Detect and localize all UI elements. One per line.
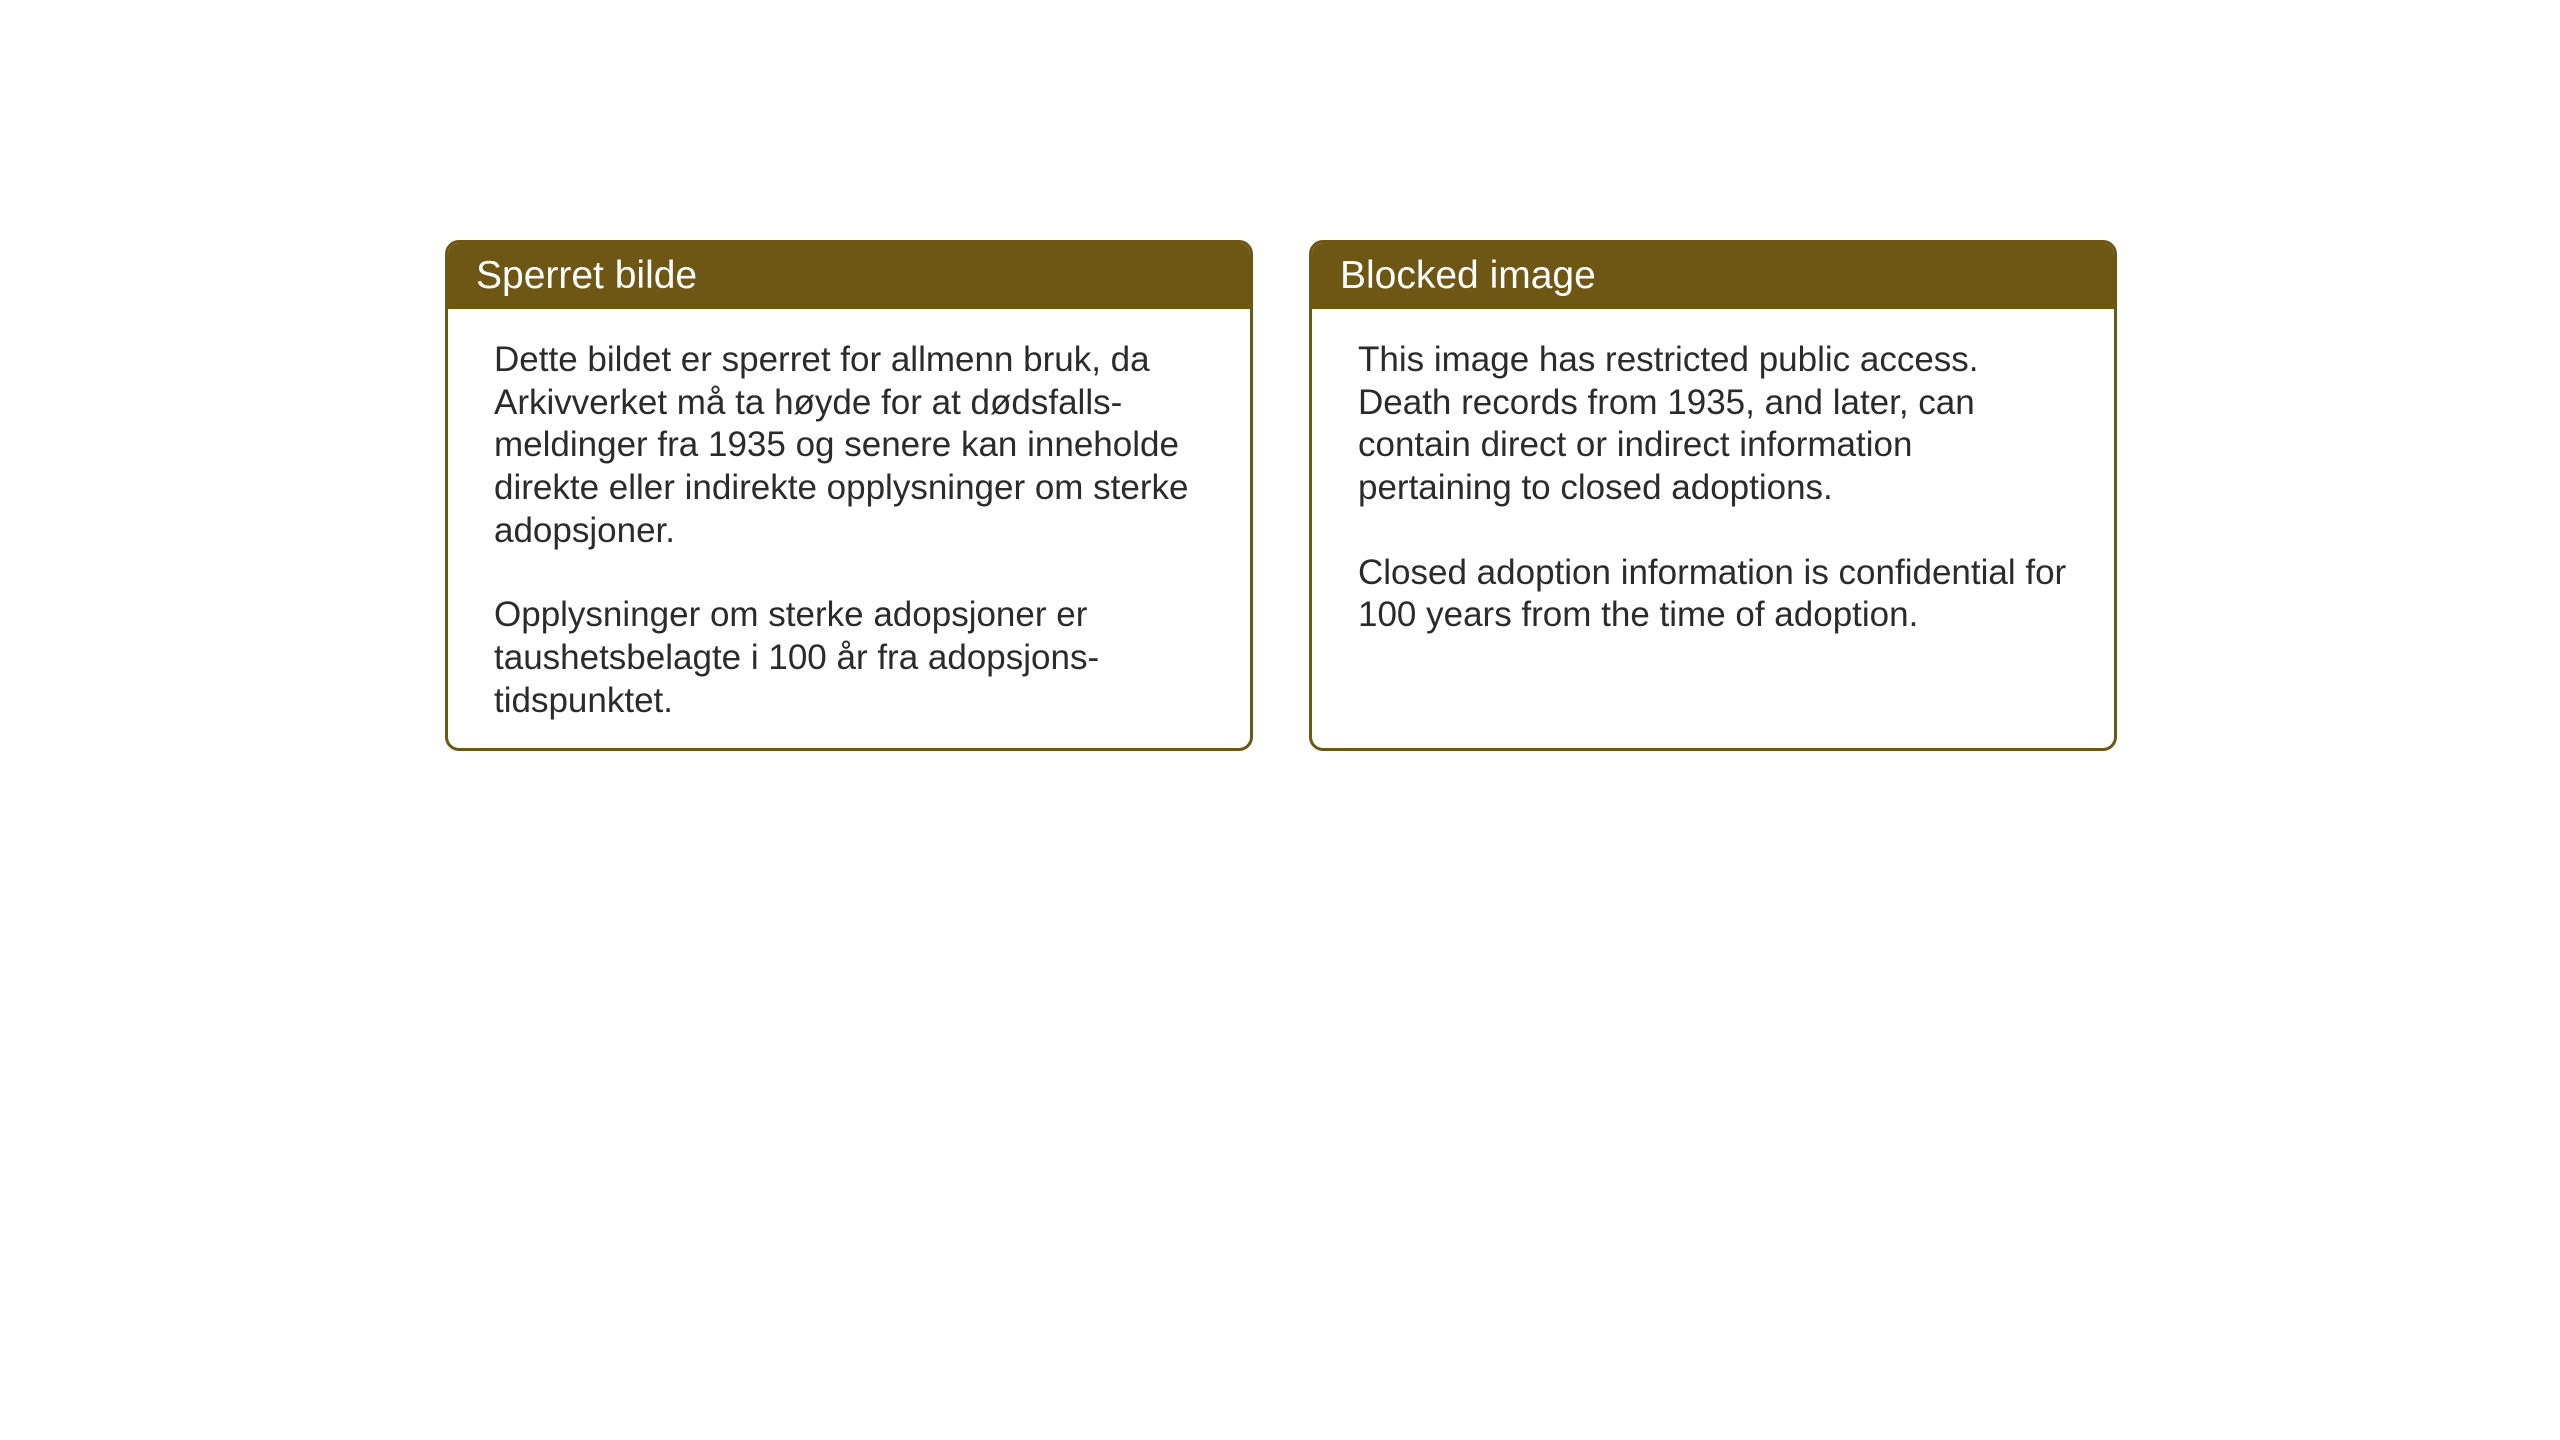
card-paragraph-2-norwegian: Opplysninger om sterke adopsjoner er tau…	[494, 594, 1204, 722]
notice-card-english: Blocked image This image has restricted …	[1309, 240, 2117, 751]
notice-card-norwegian: Sperret bilde Dette bildet er sperret fo…	[445, 240, 1253, 751]
card-header-norwegian: Sperret bilde	[448, 243, 1250, 309]
card-paragraph-2-english: Closed adoption information is confident…	[1358, 552, 2068, 637]
card-header-english: Blocked image	[1312, 243, 2114, 309]
card-title-norwegian: Sperret bilde	[476, 254, 697, 297]
card-title-english: Blocked image	[1340, 254, 1596, 297]
card-body-english: This image has restricted public access.…	[1312, 309, 2114, 667]
notice-cards-container: Sperret bilde Dette bildet er sperret fo…	[445, 240, 2117, 751]
card-paragraph-1-english: This image has restricted public access.…	[1358, 339, 2068, 510]
card-body-norwegian: Dette bildet er sperret for allmenn bruk…	[448, 309, 1250, 751]
card-paragraph-1-norwegian: Dette bildet er sperret for allmenn bruk…	[494, 339, 1204, 552]
